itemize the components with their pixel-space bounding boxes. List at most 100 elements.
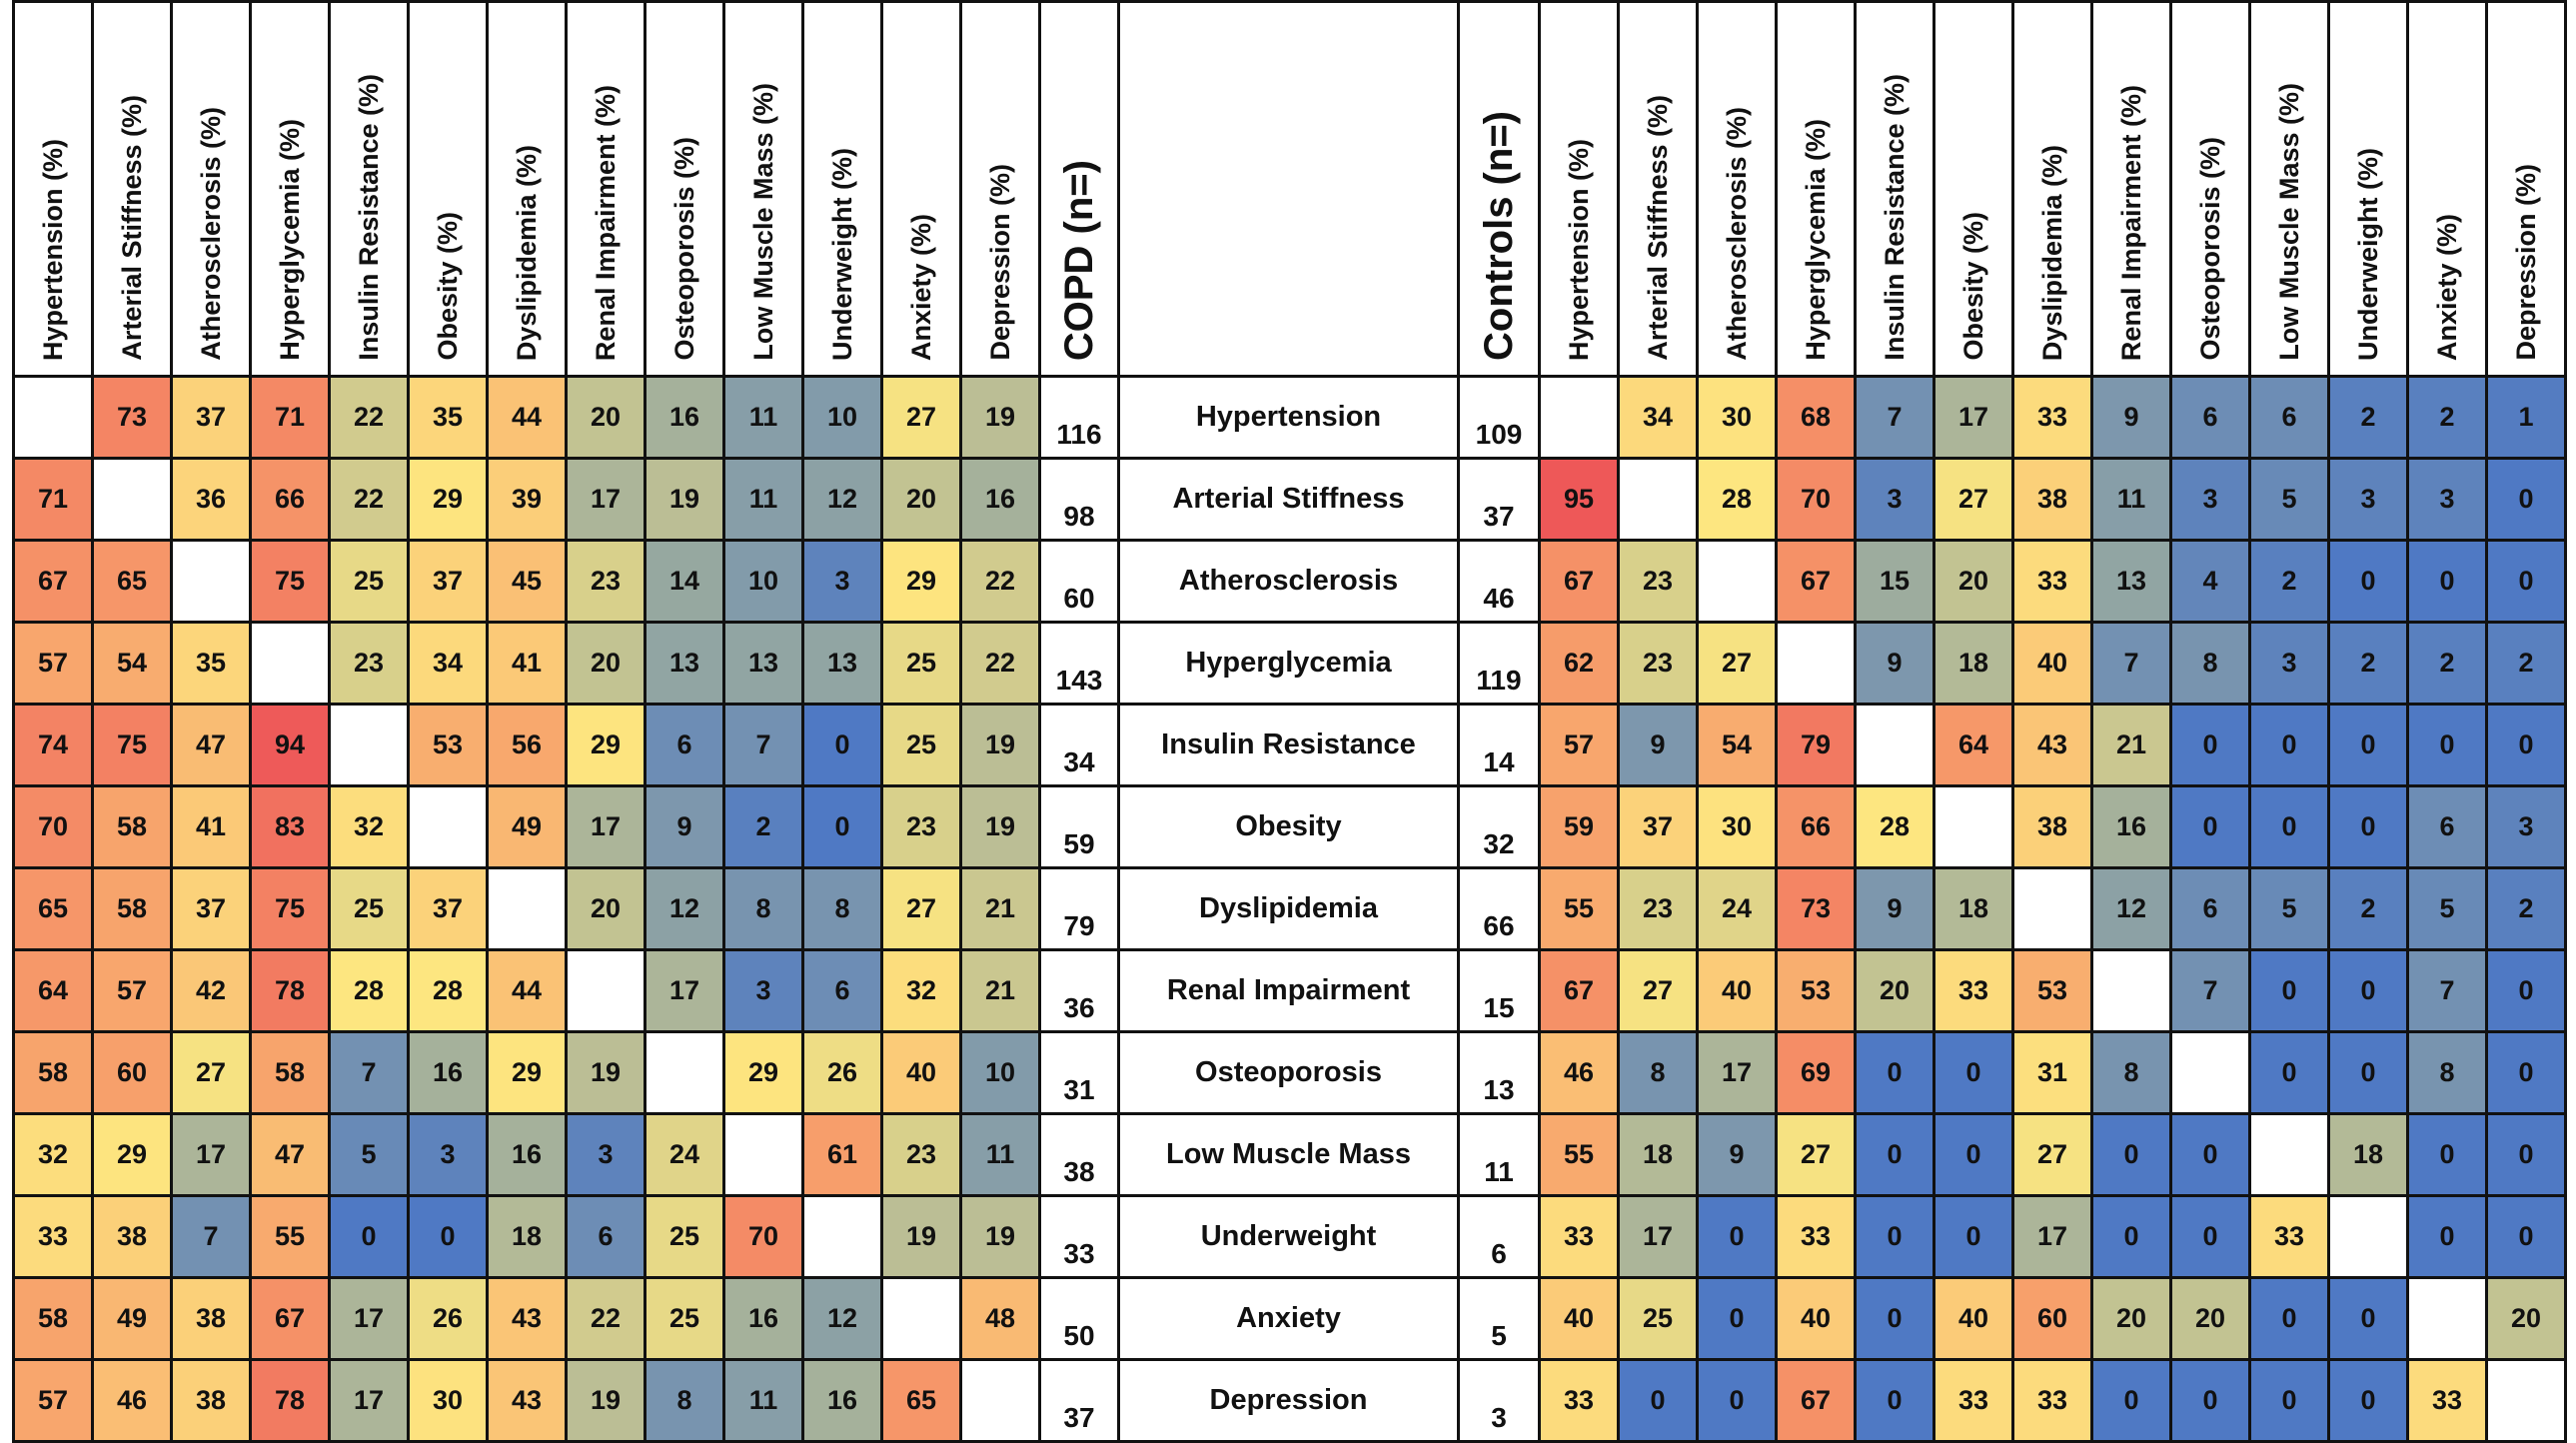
table-row: 33 38 7 55 0 0 18 6 25 70 19 19 33 Underweight 6 33 17 0 3…: [12, 1194, 2567, 1279]
heat-cell: 8: [722, 866, 804, 951]
heat-cell: 31: [2011, 1030, 2093, 1115]
heat-cell: 7: [328, 1030, 410, 1115]
heat-cell: 58: [12, 1276, 94, 1361]
heat-cell: 27: [1617, 948, 1699, 1033]
heat-cell: 11: [722, 375, 804, 460]
heat-cell: 23: [880, 1112, 962, 1197]
column-header-text: Depression (%): [984, 164, 1015, 361]
heat-cell: 40: [1932, 1276, 2014, 1361]
heat-cell: [722, 1112, 804, 1197]
heat-cell: 37: [407, 539, 489, 624]
heat-cell: 3: [2248, 621, 2330, 706]
heat-cell: 21: [2090, 703, 2172, 787]
heat-cell: 38: [2011, 784, 2093, 869]
heat-cell: 25: [880, 621, 962, 706]
heat-cell: [1538, 375, 1620, 460]
heat-cell: 17: [565, 784, 646, 869]
heat-cell: 61: [801, 1112, 883, 1197]
heat-cell: 6: [2169, 866, 2251, 951]
heat-cell: 70: [1775, 457, 1857, 542]
heat-cell: 2: [2327, 866, 2409, 951]
table-row: 58 60 27 58 7 16 29 19 29 26 40 10 31 Osteoporosis 13 4…: [12, 1030, 2567, 1115]
heat-cell: 27: [1932, 457, 2014, 542]
column-header-text: Atherosclerosis (%): [195, 107, 226, 361]
column-header: Osteoporosis (%): [644, 0, 725, 378]
heat-cell: 20: [565, 621, 646, 706]
heat-cell: 55: [1538, 1112, 1620, 1197]
row-label: Atherosclerosis: [1117, 539, 1460, 624]
heat-cell: 33: [2406, 1358, 2488, 1443]
heat-cell: 0: [2090, 1358, 2172, 1443]
heat-cell: [1696, 539, 1778, 624]
heat-cell: 54: [91, 621, 173, 706]
column-header-text: Underweight (%): [826, 148, 857, 361]
table-row: 57 46 38 78 17 30 43 19 8 11 16 65 37 Depression 3 33 0 0…: [12, 1358, 2567, 1443]
heat-cell: 53: [407, 703, 489, 787]
row-label: Low Muscle Mass: [1117, 1112, 1460, 1197]
heat-cell: 18: [1932, 866, 2014, 951]
controls-n: 37: [1457, 457, 1541, 542]
heat-cell: 13: [722, 621, 804, 706]
heat-cell: 19: [959, 784, 1041, 869]
heat-cell: [1932, 784, 2014, 869]
controls-n: 5: [1457, 1276, 1541, 1361]
heat-cell: 8: [2406, 1030, 2488, 1115]
table-row: 74 75 47 94 53 56 29 6 7 0 25 19 34 Insulin Resistanc…: [12, 703, 2567, 787]
heat-cell: 70: [722, 1194, 804, 1279]
controls-n: 14: [1457, 703, 1541, 787]
heat-cell: 0: [2169, 784, 2251, 869]
heat-cell: 0: [1696, 1276, 1778, 1361]
heat-cell: 27: [880, 866, 962, 951]
heat-cell: 3: [2169, 457, 2251, 542]
heat-cell: 38: [170, 1358, 252, 1443]
column-header: Depression (%): [959, 0, 1041, 378]
header-row: Hypertension (%) Arterial Stiffness (%) At…: [12, 0, 2567, 378]
heat-cell: 21: [959, 866, 1041, 951]
copd-n: 37: [1038, 1358, 1120, 1443]
heat-cell: 79: [1775, 703, 1857, 787]
heat-cell: [328, 703, 410, 787]
heat-cell: 19: [959, 375, 1041, 460]
heat-cell: 67: [1538, 948, 1620, 1033]
controls-n: 119: [1457, 621, 1541, 706]
heat-cell: 33: [2011, 375, 2093, 460]
heat-cell: [880, 1276, 962, 1361]
copd-n: 33: [1038, 1194, 1120, 1279]
heat-cell: 24: [644, 1112, 725, 1197]
heat-cell: 6: [644, 703, 725, 787]
copd-n: 143: [1038, 621, 1120, 706]
heat-cell: 33: [1538, 1194, 1620, 1279]
heat-cell: 29: [407, 457, 489, 542]
heat-cell: 95: [1538, 457, 1620, 542]
heat-cell: 65: [91, 539, 173, 624]
heat-cell: 23: [880, 784, 962, 869]
heat-cell: 8: [801, 866, 883, 951]
heat-cell: 0: [2485, 1030, 2567, 1115]
heat-cell: 41: [170, 784, 252, 869]
heat-cell: 65: [12, 866, 94, 951]
column-header-text: Arterial Stiffness (%): [1642, 95, 1673, 361]
column-header-text: Hypertension (%): [37, 138, 68, 361]
comorbidity-table: Hypertension (%) Arterial Stiffness (%) At…: [12, 0, 2567, 1443]
table-row: 64 57 42 78 28 28 44 17 3 6 32 21 36 Renal Impairment…: [12, 948, 2567, 1033]
heat-cell: 17: [328, 1358, 410, 1443]
column-header-text: Hyperglycemia (%): [1800, 119, 1831, 361]
column-header-text: COPD (n=): [1056, 159, 1101, 361]
heat-cell: 16: [407, 1030, 489, 1115]
heat-cell: 12: [801, 457, 883, 542]
heat-cell: 17: [1696, 1030, 1778, 1115]
heat-cell: 6: [2406, 784, 2488, 869]
row-label: Insulin Resistance: [1117, 703, 1460, 787]
heat-cell: 22: [959, 539, 1041, 624]
heat-cell: 17: [2011, 1194, 2093, 1279]
heat-cell: 27: [170, 1030, 252, 1115]
heat-cell: 58: [249, 1030, 331, 1115]
heat-cell: 0: [2169, 1194, 2251, 1279]
heat-cell: 28: [407, 948, 489, 1033]
heat-cell: 55: [249, 1194, 331, 1279]
heat-cell: 4: [2169, 539, 2251, 624]
heat-cell: 3: [801, 539, 883, 624]
column-header: Underweight (%): [801, 0, 883, 378]
heat-cell: 23: [328, 621, 410, 706]
heat-cell: 25: [328, 866, 410, 951]
